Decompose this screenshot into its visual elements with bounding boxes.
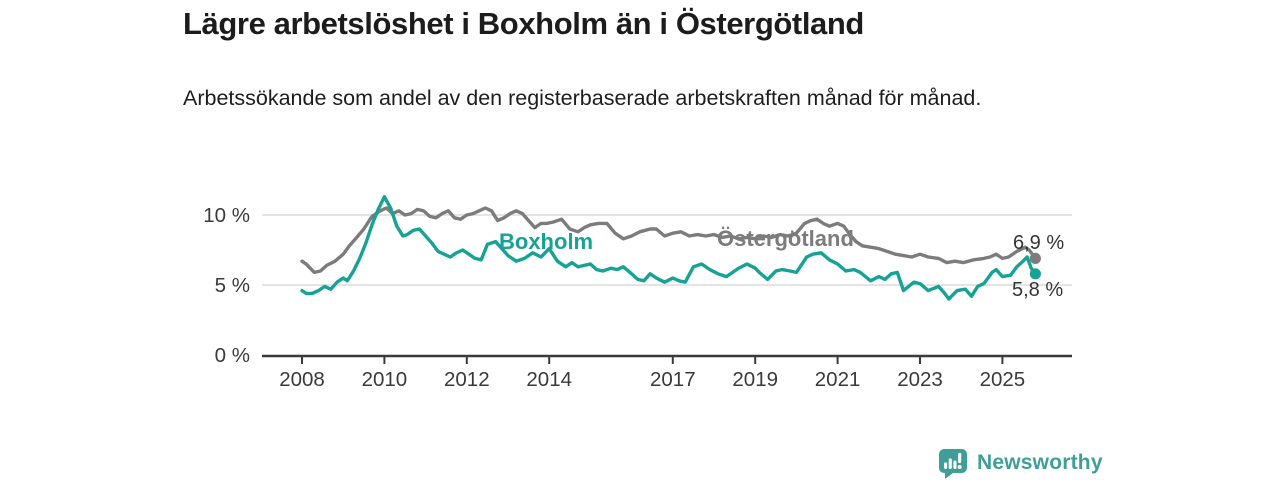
newsworthy-logo-icon: [936, 447, 968, 480]
series-line-boxholm: [300, 195, 1038, 301]
x-axis-tick-label: 2008: [279, 368, 325, 391]
y-axis-tick-label: 0 %: [215, 344, 250, 367]
brand-footer: Newsworthy: [936, 446, 1103, 480]
y-axis-tick-label: 10 %: [203, 204, 250, 227]
x-axis-tick-label: 2010: [362, 368, 408, 391]
end-value-boxholm: 5,8 %: [1012, 279, 1064, 301]
series-label-boxholm: Boxholm: [499, 229, 594, 254]
chart-subtitle: Arbetssökande som andel av den registerb…: [183, 86, 982, 110]
x-axis-tick-label: 2017: [650, 368, 696, 391]
y-axis-tick-label: 5 %: [215, 274, 250, 297]
series-label-ostergotland: Östergötland: [717, 226, 854, 251]
x-axis-tick-label: 2014: [526, 368, 572, 391]
series-end-dot-östergötland: [1029, 252, 1041, 264]
x-axis-tick-label: 2023: [897, 368, 943, 391]
brand-name: Newsworthy: [977, 451, 1103, 474]
x-axis-tick-label: 2021: [815, 368, 861, 391]
end-value-ostergotland: 6,9 %: [1013, 232, 1065, 254]
x-axis-tick-label: 2025: [980, 368, 1026, 391]
x-axis-tick-label: 2019: [732, 368, 778, 391]
x-axis-tick-label: 2012: [444, 368, 490, 391]
page-title: Lägre arbetslöshet i Boxholm än i Österg…: [183, 6, 864, 41]
series-end-dot-boxholm: [1029, 268, 1041, 280]
series-line-östergötland: [300, 206, 1038, 275]
